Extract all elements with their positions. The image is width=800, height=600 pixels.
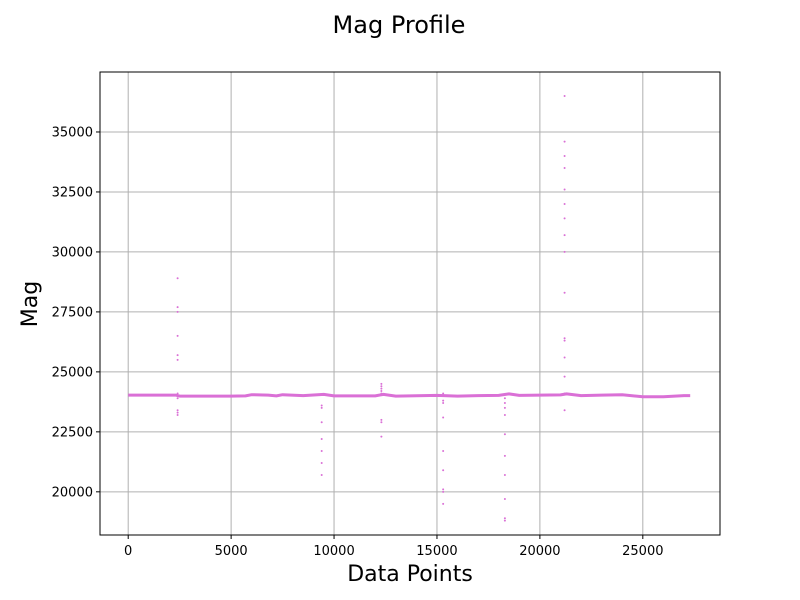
plot-frame — [99, 71, 721, 536]
scatter-point — [563, 94, 566, 97]
scatter-point — [563, 166, 566, 169]
scatter-point — [563, 188, 566, 191]
scatter-point — [320, 450, 323, 453]
scatter-point — [563, 409, 566, 412]
x-tick-label: 10000 — [313, 544, 354, 559]
scatter-point — [442, 399, 445, 402]
x-tick-label: 25000 — [622, 544, 663, 559]
y-tick-label: 32500 — [52, 185, 93, 200]
scatter-point — [320, 404, 323, 407]
scatter-point — [380, 435, 383, 438]
scatter-point — [442, 450, 445, 453]
scatter-point — [320, 438, 323, 441]
scatter-point — [442, 490, 445, 493]
scatter-points — [176, 94, 566, 522]
scatter-point — [563, 291, 566, 294]
y-tick-label: 27500 — [52, 305, 93, 320]
scatter-point — [442, 402, 445, 405]
x-tick-label: 0 — [124, 544, 132, 559]
scatter-point — [176, 414, 179, 417]
y-axis-label: Mag — [18, 281, 43, 327]
y-tick-label: 22500 — [52, 425, 93, 440]
scatter-point — [176, 411, 179, 414]
scatter-point — [380, 382, 383, 385]
scatter-point — [563, 356, 566, 359]
x-axis-label: Data Points — [347, 562, 473, 587]
scatter-point — [442, 469, 445, 472]
scatter-point — [320, 474, 323, 477]
scatter-point — [380, 390, 383, 393]
scatter-point — [380, 387, 383, 390]
scatter-point — [320, 406, 323, 409]
scatter-point — [442, 502, 445, 505]
x-ticks: 0 5000 10000 15000 20000 25000 — [124, 535, 663, 559]
baseline-line — [128, 392, 691, 399]
scatter-point — [563, 202, 566, 205]
scatter-point — [176, 358, 179, 361]
y-tick-label: 20000 — [52, 485, 93, 500]
scatter-point — [503, 517, 506, 520]
scatter-point — [176, 334, 179, 337]
scatter-point — [503, 474, 506, 477]
scatter-point — [563, 250, 566, 253]
scatter-point — [503, 433, 506, 436]
scatter-point — [563, 140, 566, 143]
x-tick-label: 20000 — [519, 544, 560, 559]
scatter-point — [563, 154, 566, 157]
scatter-point — [503, 414, 506, 417]
scatter-point — [442, 488, 445, 491]
scatter-point — [320, 462, 323, 465]
scatter-point — [176, 392, 179, 395]
chart-title: Mag Profile — [333, 11, 466, 39]
scatter-point — [503, 454, 506, 457]
x-tick-label: 15000 — [416, 544, 457, 559]
grid — [100, 72, 720, 535]
scatter-point — [442, 392, 445, 395]
scatter-point — [503, 498, 506, 501]
y-ticks: 20000 22500 25000 27500 30000 32500 35000 — [52, 125, 100, 500]
scatter-point — [320, 421, 323, 424]
scatter-point — [563, 375, 566, 378]
y-tick-label: 25000 — [52, 365, 93, 380]
scatter-point — [563, 339, 566, 342]
scatter-point — [176, 310, 179, 313]
scatter-point — [176, 277, 179, 280]
scatter-point — [563, 217, 566, 220]
scatter-point — [503, 406, 506, 409]
scatter-point — [563, 234, 566, 237]
scatter-point — [176, 409, 179, 412]
scatter-point — [503, 402, 506, 405]
baseline-series — [128, 392, 691, 399]
scatter-point — [442, 416, 445, 419]
scatter-point — [503, 519, 506, 522]
scatter-point — [176, 397, 179, 400]
y-tick-label: 30000 — [52, 245, 93, 260]
y-tick-label: 35000 — [52, 125, 93, 140]
scatter-point — [380, 392, 383, 395]
scatter-point — [380, 418, 383, 421]
scatter-point — [380, 421, 383, 424]
scatter-point — [176, 354, 179, 357]
x-tick-label: 5000 — [215, 544, 248, 559]
scatter-point — [563, 337, 566, 340]
scatter-point — [563, 392, 566, 395]
scatter-point — [380, 385, 383, 388]
scatter-point — [503, 397, 506, 400]
scatter-point — [176, 306, 179, 309]
